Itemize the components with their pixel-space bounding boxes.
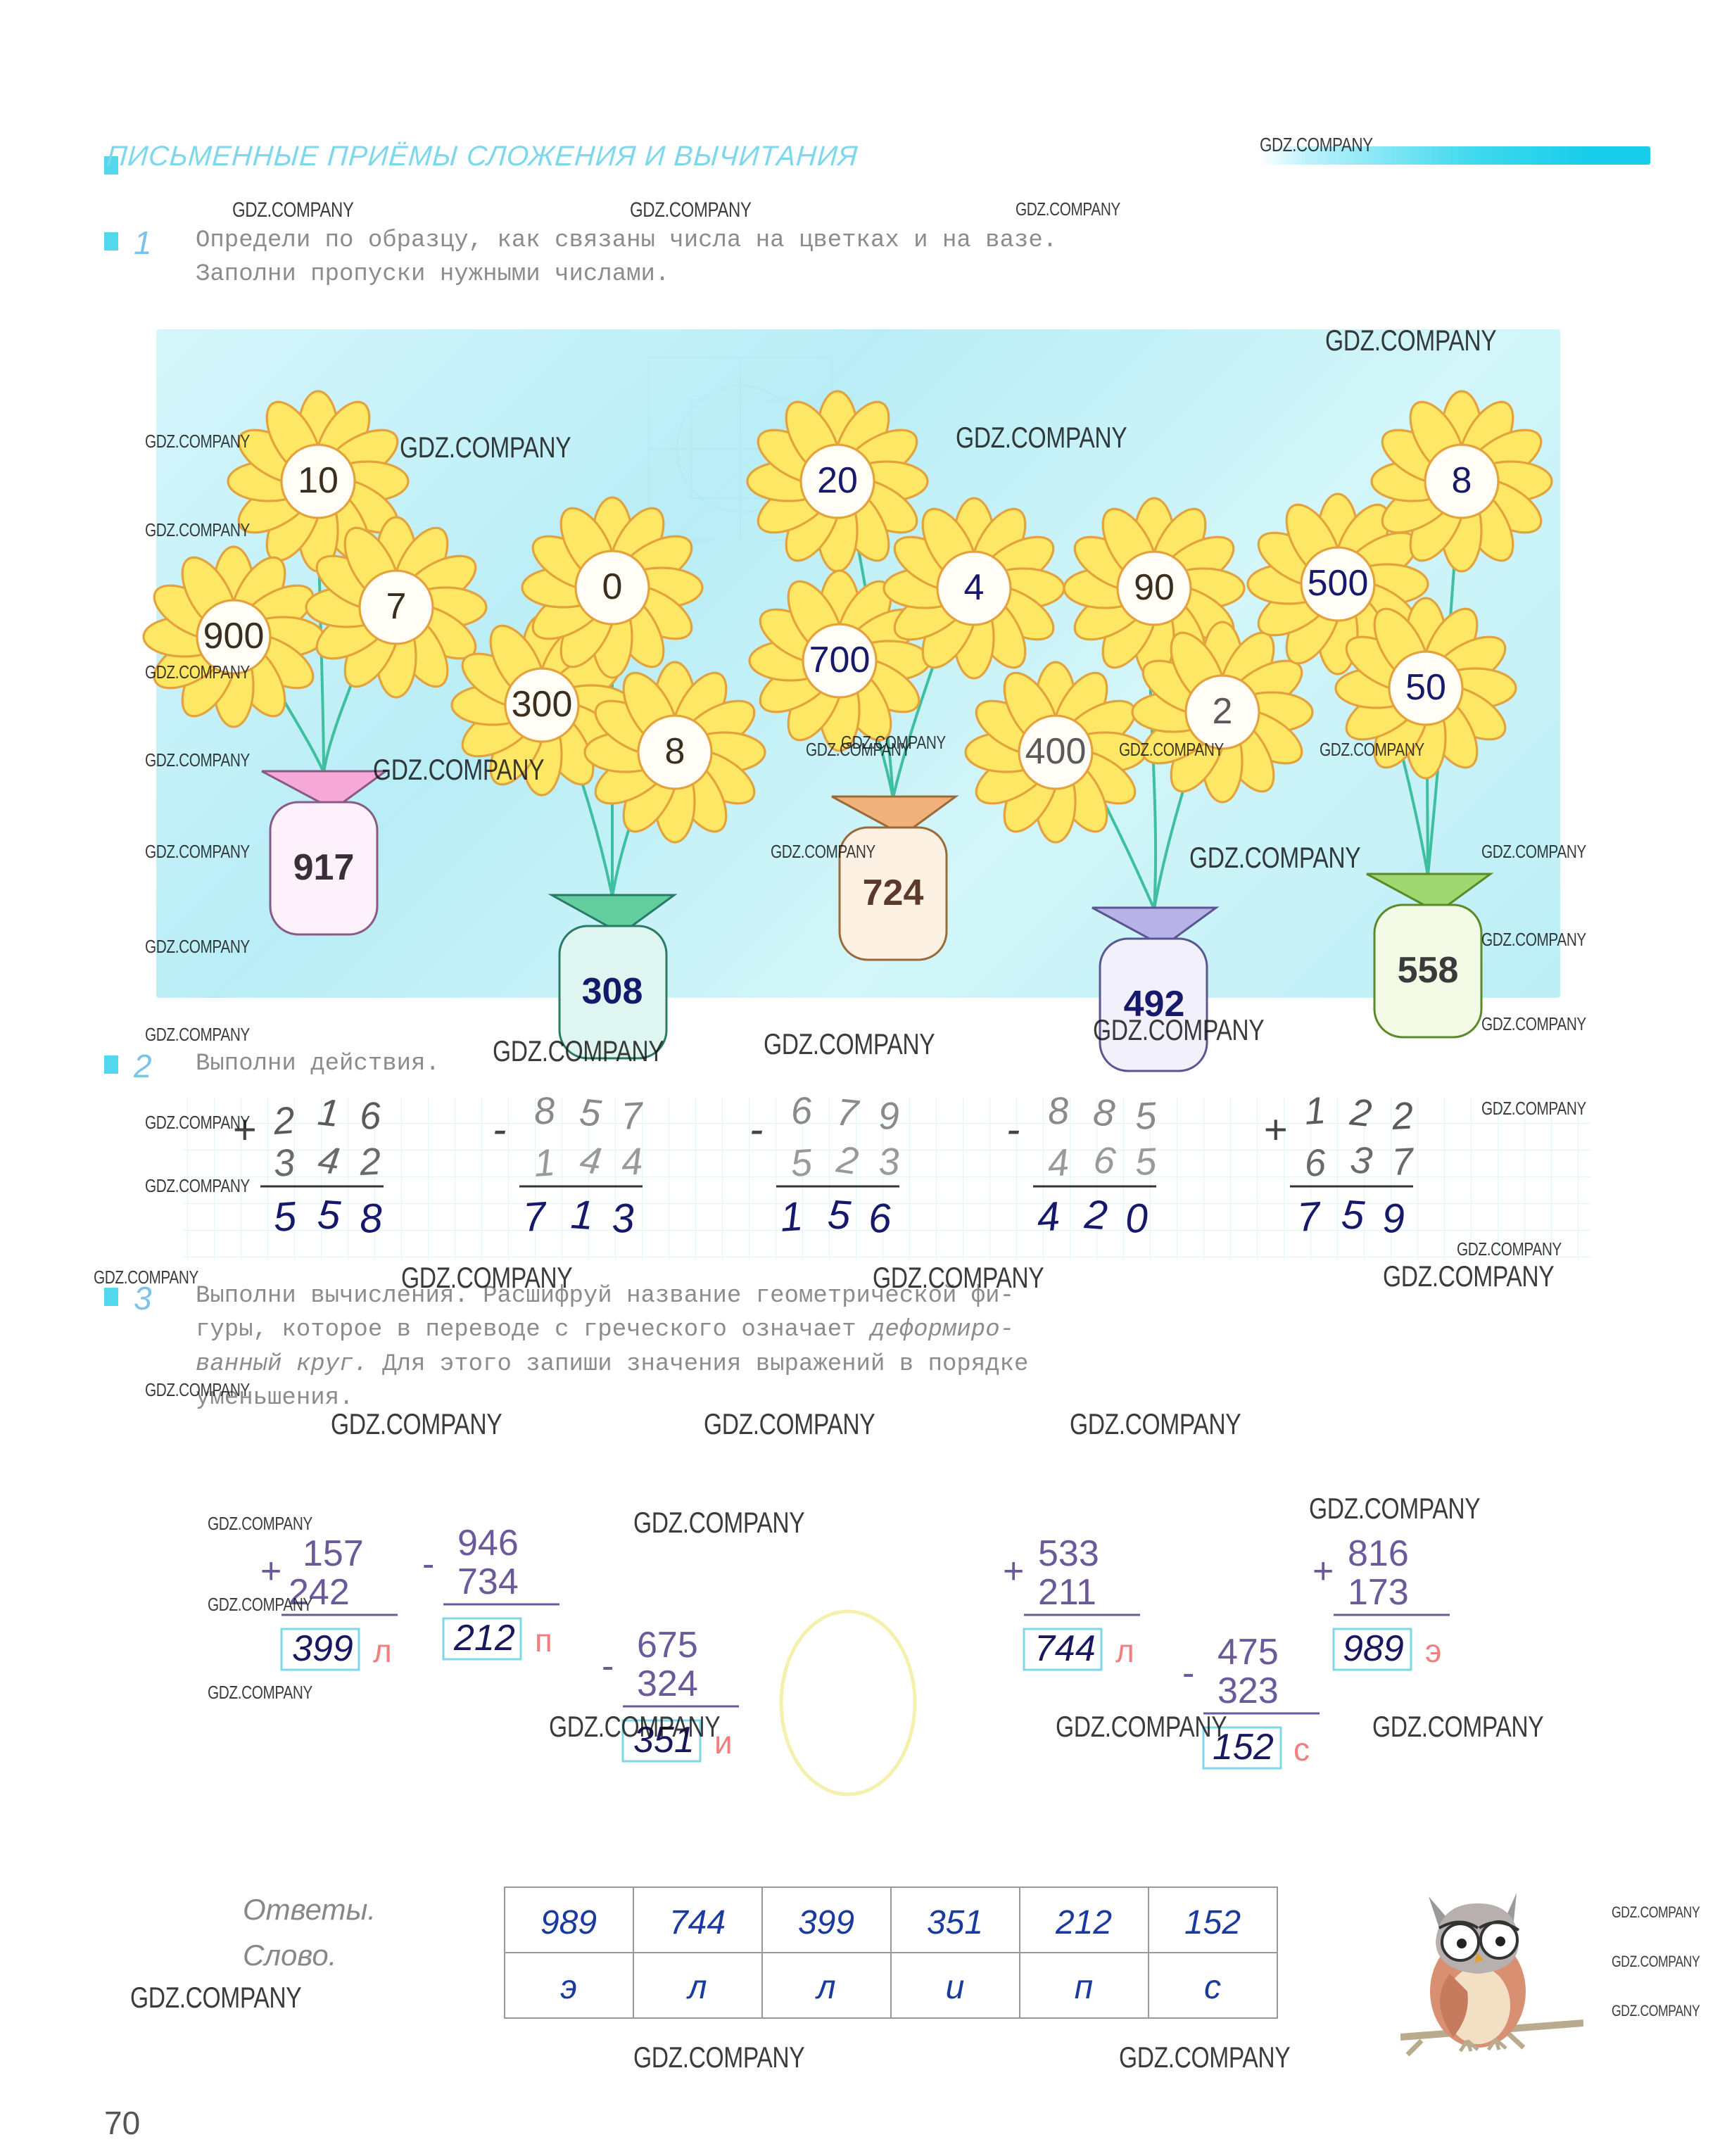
svg-text:с: с xyxy=(1204,1969,1221,2006)
svg-text:744: 744 xyxy=(669,1904,726,1941)
svg-text:212: 212 xyxy=(1055,1904,1112,1941)
svg-text:и: и xyxy=(946,1969,965,2006)
svg-text:п: п xyxy=(1075,1969,1093,2006)
svg-text:399: 399 xyxy=(798,1904,854,1941)
svg-text:л: л xyxy=(814,1969,835,2006)
svg-text:351: 351 xyxy=(927,1904,983,1941)
svg-text:л: л xyxy=(685,1969,707,2006)
svg-text:989: 989 xyxy=(540,1904,597,1941)
svg-text:э: э xyxy=(560,1969,577,2006)
svg-text:152: 152 xyxy=(1184,1904,1241,1941)
